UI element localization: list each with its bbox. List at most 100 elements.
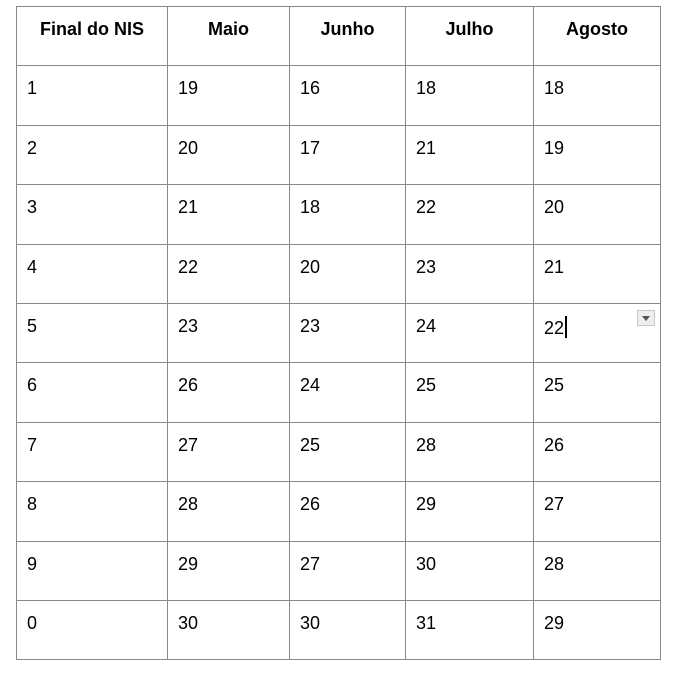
cell-value: 9 — [27, 553, 38, 574]
cell-value: 20 — [300, 256, 321, 277]
table-cell[interactable]: 26 — [533, 421, 661, 483]
table-cell[interactable]: 31 — [405, 599, 534, 661]
header-row: Final do NIS Maio Junho Julho Agosto — [16, 5, 661, 67]
cell-value: 29 — [416, 494, 437, 515]
table-cell[interactable]: 23 — [167, 302, 290, 364]
table-cell[interactable]: 26 — [167, 362, 290, 423]
table-cell[interactable]: 21 — [533, 243, 661, 304]
table-cell[interactable]: 3 — [16, 184, 168, 245]
cell-value: 26 — [178, 375, 199, 396]
table-row: 8 28 26 29 27 — [16, 481, 661, 542]
cell-value: 30 — [178, 612, 199, 633]
table-cell[interactable]: 20 — [533, 184, 661, 245]
text-cursor — [565, 315, 568, 338]
column-header[interactable]: Final do NIS — [16, 5, 168, 67]
table-cell[interactable]: 28 — [167, 481, 290, 542]
cell-value: 28 — [178, 494, 199, 515]
table-cell[interactable]: 22 — [533, 302, 661, 364]
table-cell[interactable]: 20 — [289, 243, 406, 304]
table-cell[interactable]: 7 — [16, 421, 168, 483]
table-cell[interactable]: 22 — [405, 184, 534, 245]
table-cell[interactable]: 30 — [167, 599, 290, 661]
cell-value: 5 — [27, 315, 38, 336]
table-cell[interactable]: 18 — [405, 65, 534, 126]
column-header[interactable]: Maio — [167, 5, 290, 67]
table-row: 0 30 30 31 29 — [16, 599, 661, 661]
cell-value: 30 — [300, 612, 321, 633]
cell-value: 23 — [300, 315, 321, 336]
column-header[interactable]: Agosto — [533, 5, 661, 67]
cell-value: 25 — [416, 375, 437, 396]
table-cell[interactable]: 20 — [167, 124, 290, 186]
chevron-down-icon[interactable] — [637, 309, 655, 326]
table-cell[interactable]: 4 — [16, 243, 168, 304]
cell-value: 2 — [27, 137, 38, 158]
table-row: 3 21 18 22 20 — [16, 184, 661, 245]
table-cell[interactable]: 28 — [533, 540, 661, 601]
cell-value: 19 — [544, 137, 565, 158]
table-cell[interactable]: 27 — [533, 481, 661, 542]
table-cell[interactable]: 5 — [16, 302, 168, 364]
table-cell[interactable]: 27 — [167, 421, 290, 483]
table-cell[interactable]: 25 — [289, 421, 406, 483]
table-cell[interactable]: 19 — [167, 65, 290, 126]
table-cell[interactable]: 21 — [167, 184, 290, 245]
table-row: 6 26 24 25 25 — [16, 362, 661, 423]
cell-value: 8 — [27, 494, 38, 515]
table-cell[interactable]: 23 — [405, 243, 534, 304]
cell-value: 21 — [544, 256, 565, 277]
table-cell[interactable]: 18 — [289, 184, 406, 245]
table-cell[interactable]: 25 — [533, 362, 661, 423]
table-cell[interactable]: 29 — [533, 599, 661, 661]
cell-value: 28 — [416, 434, 437, 455]
cell-value: 29 — [544, 612, 565, 633]
column-header[interactable]: Julho — [405, 5, 534, 67]
table-row: 9 29 27 30 28 — [16, 540, 661, 601]
cell-value: 16 — [300, 78, 321, 99]
table-cell[interactable]: 17 — [289, 124, 406, 186]
cell-value: 18 — [544, 78, 565, 99]
table-cell[interactable]: 25 — [405, 362, 534, 423]
table-cell[interactable]: 29 — [167, 540, 290, 601]
table-cell[interactable]: 8 — [16, 481, 168, 542]
table-cell[interactable]: 28 — [405, 421, 534, 483]
table-row: 4 22 20 23 21 — [16, 243, 661, 304]
table-cell[interactable]: 23 — [289, 302, 406, 364]
table-row: 7 27 25 28 26 — [16, 421, 661, 483]
table-cell[interactable]: 19 — [533, 124, 661, 186]
table-cell[interactable]: 24 — [289, 362, 406, 423]
cell-value: 30 — [416, 553, 437, 574]
cell-value: 21 — [178, 197, 199, 218]
cell-value: 0 — [27, 612, 38, 633]
table-cell[interactable]: 18 — [533, 65, 661, 126]
table-cell[interactable]: 26 — [289, 481, 406, 542]
table-cell[interactable]: 0 — [16, 599, 168, 661]
cell-value: 3 — [27, 197, 38, 218]
table-cell[interactable]: 22 — [167, 243, 290, 304]
cell-value: 31 — [416, 612, 437, 633]
table-row: 2 20 17 21 19 — [16, 124, 661, 186]
cell-value: 6 — [27, 375, 38, 396]
cell-value: 1 — [27, 78, 38, 99]
table-cell[interactable]: 30 — [405, 540, 534, 601]
table-cell[interactable]: 16 — [289, 65, 406, 126]
cell-value: 7 — [27, 434, 38, 455]
cell-value: 20 — [544, 197, 565, 218]
table-row: 5 23 23 24 22 — [16, 302, 661, 364]
table-cell[interactable]: 27 — [289, 540, 406, 601]
table-cell[interactable]: 9 — [16, 540, 168, 601]
cell-value: 26 — [300, 494, 321, 515]
table-cell[interactable]: 6 — [16, 362, 168, 423]
table-cell[interactable]: 21 — [405, 124, 534, 186]
cell-value: 28 — [544, 553, 565, 574]
cell-value: 23 — [178, 315, 199, 336]
table-cell[interactable]: 30 — [289, 599, 406, 661]
cell-value: 27 — [544, 494, 565, 515]
cell-value: 18 — [416, 78, 437, 99]
cell-value: 23 — [416, 256, 437, 277]
table-cell[interactable]: 1 — [16, 65, 168, 126]
table-cell[interactable]: 29 — [405, 481, 534, 542]
column-header[interactable]: Junho — [289, 5, 406, 67]
table-cell[interactable]: 24 — [405, 302, 534, 364]
table-cell[interactable]: 2 — [16, 124, 168, 186]
